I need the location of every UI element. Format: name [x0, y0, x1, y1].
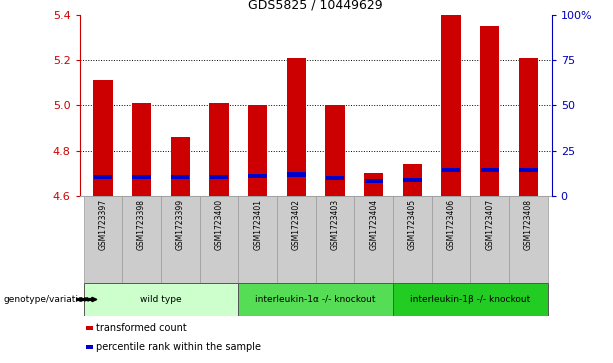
Bar [403, 164, 422, 196]
Text: GSM1723407: GSM1723407 [485, 199, 494, 250]
Text: GSM1723397: GSM1723397 [99, 199, 107, 250]
Bar [171, 175, 189, 179]
Bar [403, 178, 422, 182]
Bar [354, 196, 393, 283]
Bar [442, 168, 460, 172]
Text: wild type: wild type [140, 295, 181, 304]
Text: GSM1723402: GSM1723402 [292, 199, 301, 250]
Bar [170, 137, 190, 196]
Bar [238, 283, 393, 316]
Text: transformed count: transformed count [96, 323, 187, 333]
Text: GSM1723408: GSM1723408 [524, 199, 533, 250]
Bar [441, 15, 461, 196]
Bar [83, 283, 238, 316]
Bar [480, 26, 500, 196]
Bar [122, 196, 161, 283]
Bar [365, 179, 383, 183]
Bar [132, 103, 151, 196]
Text: interleukin-1α -/- knockout: interleukin-1α -/- knockout [256, 295, 376, 304]
Bar [287, 58, 306, 196]
Bar [509, 196, 548, 283]
Text: genotype/variation: genotype/variation [3, 295, 89, 304]
Bar [277, 196, 316, 283]
Title: GDS5825 / 10449629: GDS5825 / 10449629 [248, 0, 383, 12]
Bar [93, 80, 113, 196]
Bar [470, 196, 509, 283]
Text: GSM1723404: GSM1723404 [369, 199, 378, 250]
Bar [432, 196, 470, 283]
Bar [393, 283, 548, 316]
Bar [83, 196, 122, 283]
Bar [393, 196, 432, 283]
Bar [519, 58, 538, 196]
Text: GSM1723406: GSM1723406 [447, 199, 455, 250]
Bar [287, 172, 305, 176]
Text: GSM1723400: GSM1723400 [215, 199, 224, 250]
Bar [326, 105, 345, 196]
Bar [209, 103, 229, 196]
Bar [248, 174, 267, 178]
Bar [238, 196, 277, 283]
Bar [200, 196, 238, 283]
Bar [316, 196, 354, 283]
Bar [132, 175, 151, 179]
Bar [364, 173, 383, 196]
Bar [326, 176, 345, 180]
Text: interleukin-1β -/- knockout: interleukin-1β -/- knockout [410, 295, 531, 304]
Text: GSM1723398: GSM1723398 [137, 199, 146, 250]
Text: percentile rank within the sample: percentile rank within the sample [96, 342, 261, 352]
Bar [248, 105, 267, 196]
Text: GSM1723401: GSM1723401 [253, 199, 262, 250]
Bar [519, 168, 538, 172]
Text: GSM1723399: GSM1723399 [176, 199, 185, 250]
Text: GSM1723403: GSM1723403 [330, 199, 340, 250]
Bar [481, 168, 499, 172]
Bar [210, 175, 228, 179]
Bar [94, 175, 112, 179]
Text: GSM1723405: GSM1723405 [408, 199, 417, 250]
Bar [161, 196, 200, 283]
